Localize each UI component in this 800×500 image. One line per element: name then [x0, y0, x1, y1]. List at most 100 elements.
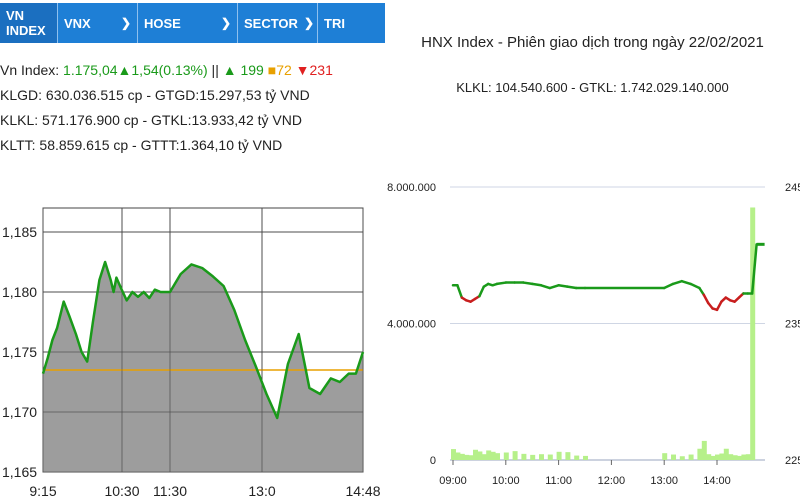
chevron-down-icon: ❯ — [120, 16, 131, 30]
volume-bar — [530, 454, 536, 460]
volume-bar — [741, 454, 747, 460]
index-line-segment — [698, 286, 706, 297]
y-left-tick-label: 0 — [430, 455, 436, 467]
y-tick-label: 1,170 — [2, 404, 37, 420]
index-line-segment — [566, 285, 578, 290]
index-separator: || — [207, 62, 223, 78]
volume-bar — [459, 453, 465, 460]
y-tick-label: 1,165 — [2, 464, 37, 480]
index-label: Vn Index: — [0, 62, 64, 78]
volume-bar — [495, 453, 500, 460]
tab-vn-index-label: VN INDEX — [6, 8, 46, 38]
volume-bar — [728, 454, 734, 460]
volume-bar — [539, 454, 544, 460]
klkl-row: KLKL: 571.176.900 cp - GTKL:13.933,42 tỷ… — [0, 112, 302, 128]
volume-bar — [486, 450, 492, 460]
chevron-down-icon: ❯ — [303, 16, 314, 30]
index-line-segment — [671, 279, 684, 286]
volume-bar — [688, 454, 694, 460]
index-summary-row: Vn Index: 1.175,04▲1,54(0.13%) || ▲ 199 … — [0, 58, 385, 83]
volume-bar — [565, 452, 571, 460]
index-line-segment — [702, 293, 710, 305]
index-line — [41, 260, 365, 420]
x-tick-label: 11:30 — [153, 483, 187, 499]
x-tick-label: 14:48 — [345, 483, 380, 499]
volume-bar — [451, 449, 456, 460]
hnx-panel: 0 4.000.000 8.000.000 225 235 245 09:00 10:00 11… — [385, 0, 800, 500]
index-line-segment — [680, 279, 692, 286]
index-line-segment — [530, 282, 543, 287]
volume-bar — [477, 451, 483, 460]
volume-bar — [697, 448, 703, 460]
x-tick-label: 10:30 — [104, 483, 139, 499]
volume-bar — [671, 454, 676, 460]
index-line-segment — [689, 282, 701, 290]
x-tick-label: 09:00 — [439, 475, 467, 487]
volume-bar — [715, 454, 720, 460]
index-line-segment — [715, 300, 723, 312]
index-line-segment — [548, 284, 560, 290]
volume-bar — [503, 452, 509, 460]
index-value: 1.175,04▲1,54(0.13%) — [63, 62, 208, 78]
y-right-tick-label: 245 — [785, 182, 800, 194]
unchanged-count: ■72 — [267, 62, 292, 78]
volume-bar — [473, 449, 478, 460]
volume-bar — [583, 455, 588, 460]
volume-bar — [679, 456, 685, 460]
index-area — [43, 262, 363, 472]
volume-bar — [723, 448, 729, 460]
y-right-tick-label: 225 — [785, 455, 800, 467]
y-right-tick-label: 235 — [785, 319, 800, 331]
tab-hose-label: HOSE — [144, 15, 181, 31]
volume-bar — [701, 440, 707, 460]
index-line-segment — [750, 243, 758, 295]
y-tick-label: 1,185 — [2, 224, 37, 240]
volume-bar — [481, 454, 487, 460]
tab-hose[interactable]: HOSE ❯ — [138, 3, 238, 43]
index-line-segment — [478, 285, 486, 298]
index-line-segment — [557, 284, 569, 288]
volume-bar — [468, 455, 474, 460]
x-tick-label: 14:00 — [703, 475, 731, 487]
volume-bar — [521, 453, 527, 460]
klgd-row: KLGD: 630.036.515 cp - GTGD:15.297,53 tỷ… — [0, 87, 310, 103]
volume-bar — [556, 451, 562, 460]
volume-bar — [512, 451, 518, 460]
index-line-segment — [495, 281, 508, 286]
vnindex-panel: VN INDEX VNX ❯ HOSE ❯ SECTOR ❯ TRI Vn In… — [0, 0, 385, 500]
volume-bar — [710, 455, 716, 460]
volume-bar — [719, 453, 725, 460]
volume-bar — [574, 455, 580, 460]
tab-vnx-label: VNX — [64, 15, 91, 31]
index-line-segment — [456, 284, 464, 299]
declines-count: ▼231 — [295, 62, 333, 78]
volume-bar — [455, 452, 461, 460]
y-tick-label: 1,175 — [2, 344, 37, 360]
index-tab-bar: VN INDEX VNX ❯ HOSE ❯ SECTOR ❯ TRI — [0, 3, 385, 43]
tab-sector-label: SECTOR — [244, 15, 298, 31]
x-tick-label: 11:00 — [545, 475, 572, 487]
x-tick-label: 13:00 — [650, 475, 678, 487]
y-tick-label: 1,180 — [2, 284, 37, 300]
volume-bar — [706, 454, 712, 460]
vnindex-intraday-chart: 1,165 1,170 1,175 1,180 1,185 9:15 10:30 11:30 1… — [2, 207, 381, 499]
volume-bar — [662, 453, 668, 460]
chevron-down-icon: ❯ — [220, 16, 231, 30]
y-left-tick-label: 8.000.000 — [387, 182, 436, 194]
tab-sector[interactable]: SECTOR ❯ — [238, 3, 318, 43]
index-line-segment — [662, 282, 675, 290]
x-tick-label: 10:00 — [492, 475, 520, 487]
volume-bar — [732, 455, 738, 460]
kltt-row: KLTT: 58.859.615 cp - GTTT:1.364,10 tỷ V… — [0, 137, 283, 153]
y-left-tick-label: 4.000.000 — [387, 319, 436, 331]
tab-tri[interactable]: TRI — [318, 3, 385, 43]
tab-tri-label: TRI — [324, 15, 345, 31]
index-line-segment — [522, 281, 534, 286]
x-tick-label: 13:0 — [248, 483, 275, 499]
x-tick-label: 9:15 — [29, 483, 56, 499]
tab-vnx[interactable]: VNX ❯ — [58, 3, 138, 43]
tab-vn-index[interactable]: VN INDEX — [0, 3, 58, 43]
hnx-intraday-chart: 0 4.000.000 8.000.000 225 235 245 09:00 10:00 11… — [387, 182, 800, 487]
index-line-segment — [539, 284, 552, 290]
advances-count: ▲ 199 — [222, 62, 264, 78]
